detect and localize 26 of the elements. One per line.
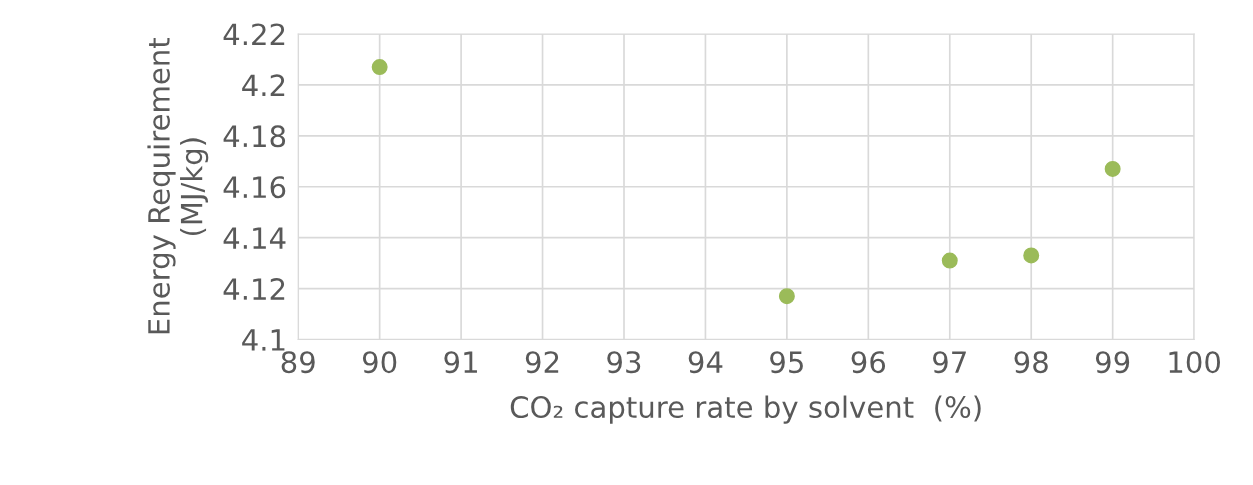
x-tick-label: 90 bbox=[362, 351, 397, 374]
x-tick-label: 100 bbox=[1169, 351, 1221, 374]
y-axis-title: Energy Requirement (MJ/kg) bbox=[147, 37, 209, 334]
x-tick-label: 91 bbox=[444, 351, 477, 374]
x-tick-label: 98 bbox=[1014, 351, 1048, 374]
y-tick-label: 4.22 bbox=[223, 23, 285, 46]
x-tick-label: 97 bbox=[933, 351, 966, 374]
x-tick-label: 93 bbox=[607, 351, 641, 374]
x-tick-label: 95 bbox=[770, 351, 803, 374]
y-tick-label: 4.16 bbox=[223, 176, 286, 199]
point bbox=[778, 288, 795, 305]
x-tick-label: 89 bbox=[281, 351, 315, 374]
y-tick-label: 4.2 bbox=[242, 74, 285, 96]
x-tick-label: 94 bbox=[688, 351, 723, 374]
point bbox=[1023, 247, 1040, 264]
point bbox=[941, 252, 958, 269]
x-tick-label: 96 bbox=[851, 351, 886, 374]
x-axis-title: CO₂ capture rate by solvent (%) bbox=[510, 395, 981, 424]
y-tick-label: 4.1 bbox=[242, 329, 285, 351]
point bbox=[1104, 160, 1121, 177]
x-tick-label: 99 bbox=[1095, 351, 1130, 374]
point bbox=[371, 59, 388, 76]
x-tick-label: 92 bbox=[525, 351, 559, 374]
y-tick-label: 4.14 bbox=[223, 227, 286, 249]
y-tick-label: 4.18 bbox=[223, 125, 286, 148]
y-tick-label: 4.12 bbox=[223, 278, 285, 300]
